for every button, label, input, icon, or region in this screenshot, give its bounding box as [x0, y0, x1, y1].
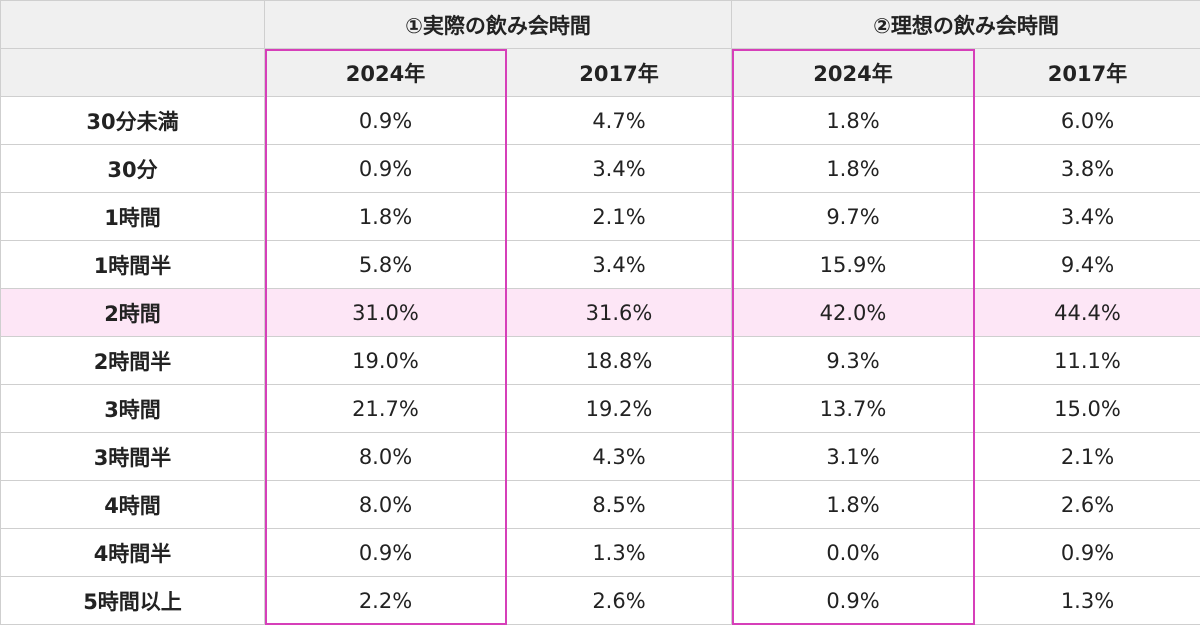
table-row: 3時間 21.7% 19.2% 13.7% 15.0%: [0, 384, 1200, 433]
value-cell: 2.2%: [264, 576, 507, 625]
value-cell: 6.0%: [974, 96, 1200, 145]
value-cell: 2.1%: [974, 432, 1200, 481]
value-cell: 3.1%: [731, 432, 975, 481]
value-cell: 1.8%: [264, 192, 507, 241]
group-header-ideal: ②理想の飲み会時間: [731, 0, 1200, 49]
value-cell: 21.7%: [264, 384, 507, 433]
row-label: 30分: [0, 144, 265, 193]
value-cell: 8.0%: [264, 432, 507, 481]
value-cell: 9.4%: [974, 240, 1200, 289]
value-cell: 0.0%: [731, 528, 975, 577]
table-row: 3時間半 8.0% 4.3% 3.1% 2.1%: [0, 432, 1200, 481]
value-cell: 9.3%: [731, 336, 975, 385]
value-cell: 2.6%: [506, 576, 732, 625]
row-label: 3時間半: [0, 432, 265, 481]
value-cell: 0.9%: [264, 144, 507, 193]
year-header-ideal-2024: 2024年: [731, 48, 975, 97]
value-cell: 1.3%: [974, 576, 1200, 625]
row-label: 2時間: [0, 288, 265, 337]
value-cell: 3.4%: [974, 192, 1200, 241]
value-cell: 15.0%: [974, 384, 1200, 433]
value-cell: 3.4%: [506, 240, 732, 289]
value-cell: 8.0%: [264, 480, 507, 529]
row-label: 4時間半: [0, 528, 265, 577]
value-cell: 3.4%: [506, 144, 732, 193]
row-label: 3時間: [0, 384, 265, 433]
value-cell: 9.7%: [731, 192, 975, 241]
row-label: 4時間: [0, 480, 265, 529]
table-row: 4時間 8.0% 8.5% 1.8% 2.6%: [0, 480, 1200, 529]
row-label: 5時間以上: [0, 576, 265, 625]
value-cell: 4.3%: [506, 432, 732, 481]
value-cell: 44.4%: [974, 288, 1200, 337]
row-label: 1時間半: [0, 240, 265, 289]
value-cell: 31.0%: [264, 288, 507, 337]
value-cell: 1.3%: [506, 528, 732, 577]
value-cell: 18.8%: [506, 336, 732, 385]
corner-cell: [0, 0, 265, 49]
value-cell: 11.1%: [974, 336, 1200, 385]
table-row: 5時間以上 2.2% 2.6% 0.9% 1.3%: [0, 576, 1200, 625]
year-header-actual-2024: 2024年: [264, 48, 507, 97]
value-cell: 19.0%: [264, 336, 507, 385]
year-header-actual-2017: 2017年: [506, 48, 732, 97]
value-cell: 13.7%: [731, 384, 975, 433]
corner-cell: [0, 48, 265, 97]
table-row: 1時間半 5.8% 3.4% 15.9% 9.4%: [0, 240, 1200, 289]
table-row: 2時間 31.0% 31.6% 42.0% 44.4%: [0, 288, 1200, 337]
table-row: 30分未満 0.9% 4.7% 1.8% 6.0%: [0, 96, 1200, 145]
table-row: 30分 0.9% 3.4% 1.8% 3.8%: [0, 144, 1200, 193]
group-header-actual: ①実際の飲み会時間: [264, 0, 732, 49]
value-cell: 1.8%: [731, 144, 975, 193]
year-header-ideal-2017: 2017年: [974, 48, 1200, 97]
table-body: 30分未満 0.9% 4.7% 1.8% 6.0% 30分 0.9% 3.4% 1.8% 3.8%…: [0, 96, 1200, 625]
year-header-row: 2024年 2017年 2024年 2017年: [0, 48, 1200, 97]
value-cell: 2.6%: [974, 480, 1200, 529]
value-cell: 42.0%: [731, 288, 975, 337]
row-label: 30分未満: [0, 96, 265, 145]
value-cell: 0.9%: [974, 528, 1200, 577]
value-cell: 4.7%: [506, 96, 732, 145]
value-cell: 31.6%: [506, 288, 732, 337]
value-cell: 1.8%: [731, 96, 975, 145]
value-cell: 3.8%: [974, 144, 1200, 193]
table-row: 2時間半 19.0% 18.8% 9.3% 11.1%: [0, 336, 1200, 385]
value-cell: 0.9%: [264, 96, 507, 145]
value-cell: 15.9%: [731, 240, 975, 289]
group-header-row: ①実際の飲み会時間 ②理想の飲み会時間: [0, 0, 1200, 49]
value-cell: 2.1%: [506, 192, 732, 241]
table-row: 4時間半 0.9% 1.3% 0.0% 0.9%: [0, 528, 1200, 577]
value-cell: 19.2%: [506, 384, 732, 433]
value-cell: 8.5%: [506, 480, 732, 529]
value-cell: 0.9%: [264, 528, 507, 577]
table-row: 1時間 1.8% 2.1% 9.7% 3.4%: [0, 192, 1200, 241]
value-cell: 1.8%: [731, 480, 975, 529]
value-cell: 5.8%: [264, 240, 507, 289]
row-label: 2時間半: [0, 336, 265, 385]
value-cell: 0.9%: [731, 576, 975, 625]
row-label: 1時間: [0, 192, 265, 241]
